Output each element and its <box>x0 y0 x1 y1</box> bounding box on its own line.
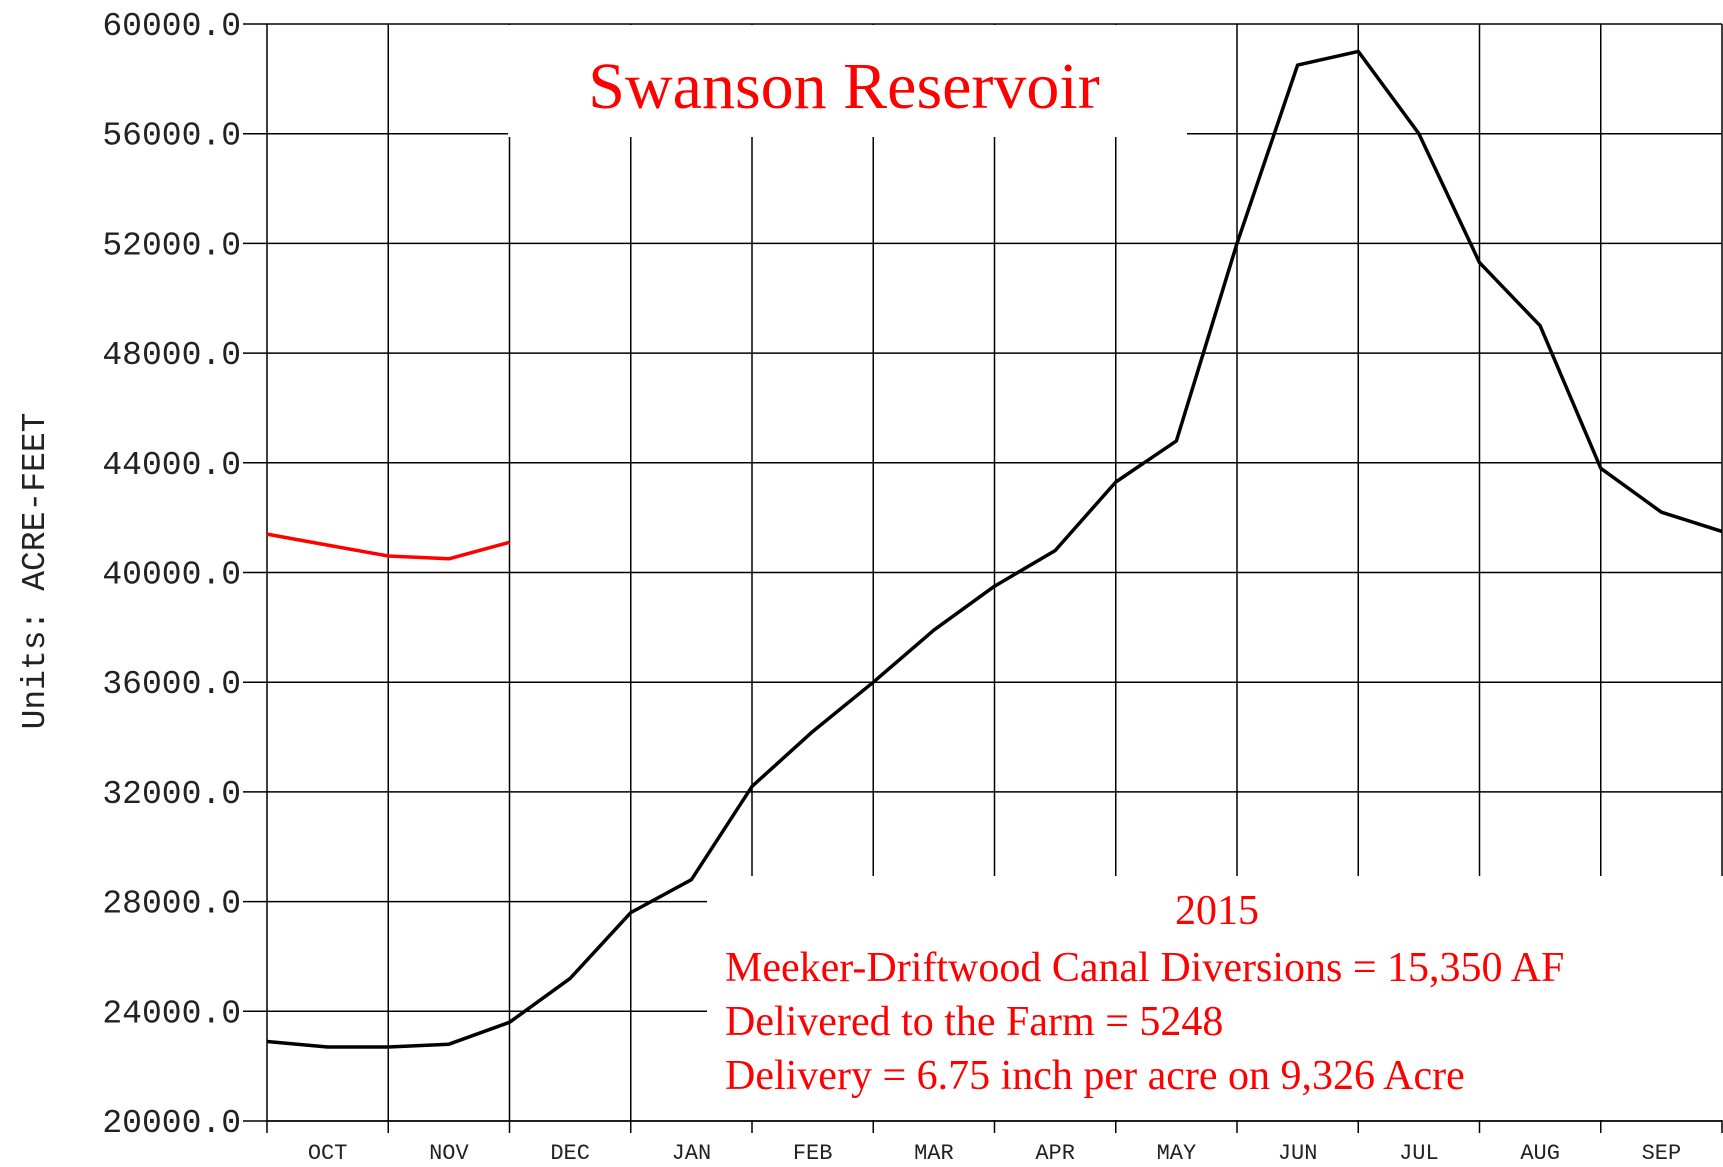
annotation: Meeker-Driftwood Canal Diversions = 15,3… <box>725 945 1564 991</box>
annotation-box <box>707 876 1723 1120</box>
x-tick-label: MAR <box>914 1141 954 1166</box>
series-line <box>266 532 510 561</box>
annotation-year: 2015 <box>1175 888 1259 934</box>
y-tick-label: 40000.0 <box>102 557 241 594</box>
y-tick-label: 36000.0 <box>102 666 241 703</box>
x-tick-label: JUN <box>1278 1141 1318 1166</box>
y-tick-label: 56000.0 <box>102 118 241 155</box>
y-tick-label: 52000.0 <box>102 227 241 264</box>
x-tick-label: MAY <box>1157 1141 1197 1166</box>
y-tick-label: 60000.0 <box>102 8 241 45</box>
x-tick-label: JUL <box>1399 1141 1439 1166</box>
y-tick-label: 48000.0 <box>102 337 241 374</box>
x-tick-label: APR <box>1035 1141 1075 1166</box>
y-tick-label: 24000.0 <box>102 995 241 1032</box>
y-tick-label: 28000.0 <box>102 886 241 923</box>
y-tick-label: 32000.0 <box>102 776 241 813</box>
x-tick-label: NOV <box>429 1141 469 1166</box>
annotation: Delivery = 6.75 inch per acre on 9,326 A… <box>725 1053 1465 1099</box>
x-tick-label: OCT <box>308 1141 348 1166</box>
y-axis-label: Units: ACRE-FEET <box>17 413 54 730</box>
x-tick-label: AUG <box>1520 1141 1560 1166</box>
x-tick-label: SEP <box>1642 1141 1682 1166</box>
annotation: Delivered to the Farm = 5248 <box>725 999 1223 1045</box>
x-tick-label: DEC <box>550 1141 590 1166</box>
x-tick-label: FEB <box>793 1141 833 1166</box>
y-tick-label: 44000.0 <box>102 447 241 484</box>
title-box <box>508 25 1187 137</box>
y-tick-label: 20000.0 <box>102 1105 241 1142</box>
series-line <box>266 49 1723 1049</box>
chart-title: Swanson Reservoir <box>588 50 1099 123</box>
x-tick-label: JAN <box>672 1141 712 1166</box>
